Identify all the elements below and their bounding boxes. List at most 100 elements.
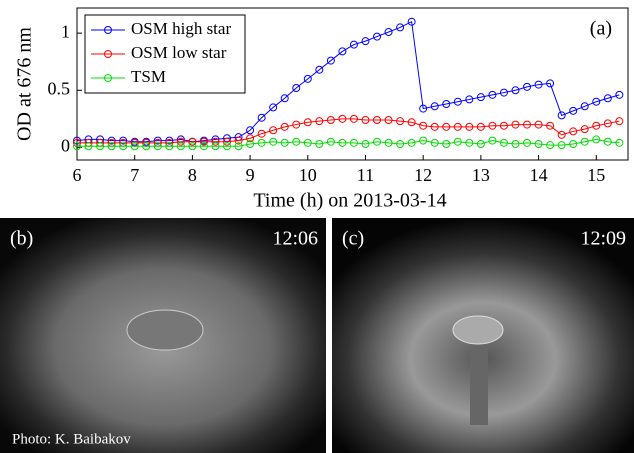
marker	[326, 116, 335, 124]
marker	[592, 135, 601, 144]
marker	[407, 17, 416, 26]
marker	[465, 138, 474, 147]
sample-disk	[126, 309, 204, 351]
marker	[523, 120, 532, 129]
marker	[499, 138, 508, 147]
marker	[523, 138, 532, 147]
marker	[465, 122, 474, 131]
marker	[442, 100, 451, 108]
marker	[211, 142, 220, 151]
photo-time: 12:06	[272, 228, 318, 250]
marker	[476, 140, 485, 148]
marker	[96, 142, 105, 151]
x-tick-label: 13	[472, 165, 490, 185]
marker	[269, 126, 278, 135]
marker	[603, 137, 612, 146]
y-axis-label: OD at 676 nm	[14, 27, 36, 141]
marker	[499, 88, 508, 97]
marker	[292, 120, 301, 129]
marker	[546, 141, 555, 150]
marker	[176, 137, 185, 146]
marker	[592, 97, 601, 106]
marker	[396, 23, 405, 32]
marker	[453, 122, 462, 131]
marker	[165, 142, 174, 151]
marker	[511, 140, 520, 148]
marker	[430, 138, 439, 147]
marker	[453, 137, 462, 146]
marker	[430, 102, 439, 111]
marker	[246, 126, 255, 135]
marker	[280, 138, 289, 147]
marker	[592, 121, 601, 130]
marker	[73, 142, 81, 151]
marker	[603, 119, 612, 128]
marker	[257, 113, 266, 122]
marker	[326, 137, 335, 146]
x-tick-label: 9	[246, 165, 255, 185]
marker	[326, 56, 335, 65]
marker	[303, 118, 312, 127]
marker	[234, 136, 243, 145]
marker	[615, 90, 624, 99]
plot-area	[76, 7, 629, 161]
legend-label: OSM high star	[131, 19, 231, 38]
marker	[580, 125, 589, 134]
marker	[580, 137, 589, 146]
marker	[523, 82, 532, 91]
marker	[361, 37, 370, 46]
marker	[407, 138, 416, 147]
marker	[199, 137, 208, 146]
marker	[107, 136, 116, 145]
marker	[303, 138, 312, 147]
marker	[269, 137, 278, 146]
marker	[476, 122, 485, 131]
marker	[580, 102, 589, 111]
marker	[546, 121, 555, 130]
series-line	[77, 138, 620, 147]
marker	[569, 106, 578, 115]
marker	[223, 137, 232, 146]
marker	[419, 104, 428, 113]
marker	[153, 136, 162, 145]
marker	[534, 80, 543, 89]
annotation: (a)	[590, 18, 612, 40]
x-tick-label: 8	[188, 165, 197, 185]
marker	[349, 114, 358, 123]
legend-marker	[104, 74, 112, 82]
marker	[465, 95, 474, 104]
marker	[315, 117, 324, 126]
marker	[246, 140, 255, 148]
marker	[511, 86, 520, 95]
x-tick-label: 12	[414, 165, 432, 185]
marker	[534, 140, 543, 148]
marker	[384, 116, 393, 124]
marker	[430, 122, 439, 131]
marker	[234, 142, 243, 151]
y-tick-label: 0	[61, 136, 70, 156]
marker	[396, 140, 405, 148]
panel-label: (c)	[342, 228, 364, 250]
marker	[153, 142, 162, 151]
photo-credit: Photo: K. Baibakov	[12, 431, 131, 447]
marker	[349, 138, 358, 147]
marker	[142, 142, 151, 151]
marker	[361, 140, 370, 148]
marker	[292, 137, 301, 146]
marker	[361, 116, 370, 124]
x-axis-label: Time (h) on 2013-03-14	[253, 190, 446, 212]
marker	[280, 122, 289, 131]
marker	[349, 40, 358, 49]
x-tick-label: 6	[73, 165, 82, 185]
marker	[303, 74, 312, 83]
x-tick-label: 10	[299, 165, 317, 185]
marker	[476, 93, 485, 102]
marker	[384, 28, 393, 36]
y-tick-label: 1	[61, 21, 70, 41]
marker	[280, 94, 289, 103]
marker	[384, 138, 393, 147]
marker	[119, 142, 128, 151]
sample-disk	[452, 315, 504, 345]
marker	[419, 136, 428, 145]
